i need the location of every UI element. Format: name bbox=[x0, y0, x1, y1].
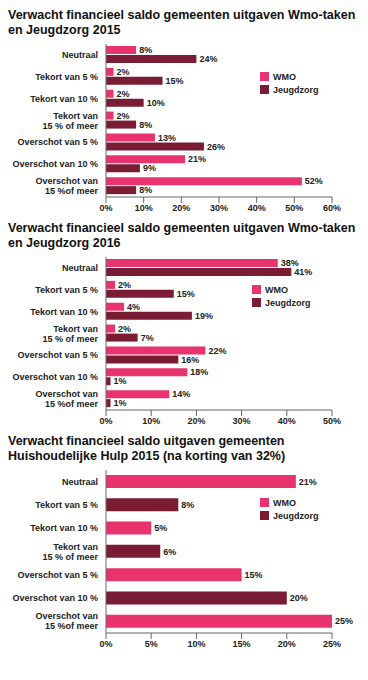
svg-text:Tekort van 5 %: Tekort van 5 % bbox=[35, 285, 98, 295]
svg-text:1%: 1% bbox=[114, 376, 127, 386]
svg-text:40%: 40% bbox=[248, 203, 266, 213]
svg-text:10%: 10% bbox=[147, 98, 165, 108]
svg-text:Overschot van15 %of meer: Overschot van15 %of meer bbox=[35, 389, 98, 409]
svg-text:21%: 21% bbox=[299, 477, 317, 487]
svg-text:5%: 5% bbox=[145, 639, 158, 649]
svg-text:15%: 15% bbox=[233, 639, 251, 649]
svg-text:22%: 22% bbox=[208, 346, 226, 356]
svg-text:18%: 18% bbox=[190, 367, 208, 377]
svg-text:2%: 2% bbox=[117, 67, 130, 77]
svg-text:41%: 41% bbox=[294, 267, 312, 277]
svg-text:Overschot van 5 %: Overschot van 5 % bbox=[17, 570, 98, 580]
html-text:Jeugdzorg: Jeugdzorg bbox=[273, 510, 319, 521]
svg-text:0%: 0% bbox=[99, 416, 112, 426]
svg-text:15%: 15% bbox=[177, 289, 195, 299]
html-text:WMO: WMO bbox=[273, 497, 296, 508]
svg-text:Overschot van 10 %: Overschot van 10 % bbox=[12, 372, 98, 382]
svg-text:20%: 20% bbox=[172, 203, 190, 213]
svg-text:Tekort van15 % of meer: Tekort van15 % of meer bbox=[42, 111, 98, 131]
svg-text:25%: 25% bbox=[323, 639, 341, 649]
svg-text:1%: 1% bbox=[114, 398, 127, 408]
svg-text:0%: 0% bbox=[99, 639, 112, 649]
svg-text:Neutraal: Neutraal bbox=[62, 50, 98, 60]
svg-text:Tekort van15 % of meer: Tekort van15 % of meer bbox=[42, 324, 98, 344]
svg-text:2%: 2% bbox=[118, 324, 131, 334]
svg-text:15%: 15% bbox=[245, 570, 263, 580]
svg-text:2%: 2% bbox=[117, 111, 130, 121]
svg-text:4%: 4% bbox=[127, 302, 140, 312]
svg-text:9%: 9% bbox=[143, 163, 156, 173]
svg-text:Tekort van 10 %: Tekort van 10 % bbox=[30, 94, 98, 104]
svg-text:20%: 20% bbox=[290, 593, 308, 603]
svg-text:6%: 6% bbox=[163, 547, 176, 557]
svg-text:8%: 8% bbox=[139, 45, 152, 55]
svg-text:Tekort van 5 %: Tekort van 5 % bbox=[35, 500, 98, 510]
svg-text:25%: 25% bbox=[335, 616, 353, 626]
svg-text:8%: 8% bbox=[139, 120, 152, 130]
svg-text:15%: 15% bbox=[166, 76, 184, 86]
svg-text:30%: 30% bbox=[210, 203, 228, 213]
svg-text:5%: 5% bbox=[154, 523, 167, 533]
svg-text:10%: 10% bbox=[187, 639, 205, 649]
svg-text:Neutraal: Neutraal bbox=[62, 477, 98, 487]
svg-text:26%: 26% bbox=[207, 142, 225, 152]
svg-text:Tekort van 10 %: Tekort van 10 % bbox=[30, 523, 98, 533]
svg-text:20%: 20% bbox=[278, 639, 296, 649]
svg-text:20%: 20% bbox=[187, 416, 205, 426]
svg-text:10%: 10% bbox=[142, 416, 160, 426]
svg-text:19%: 19% bbox=[195, 311, 213, 321]
svg-text:8%: 8% bbox=[181, 500, 194, 510]
svg-text:Tekort van15 % of meer: Tekort van15 % of meer bbox=[42, 542, 98, 562]
svg-text:Overschot van15 %of meer: Overschot van15 %of meer bbox=[35, 176, 98, 196]
html-text:WMO: WMO bbox=[273, 71, 296, 82]
svg-text:38%: 38% bbox=[280, 258, 299, 269]
svg-text:30%: 30% bbox=[233, 416, 251, 426]
svg-text:24%: 24% bbox=[199, 54, 217, 64]
html-text:Verwacht financieel saldo geme: Verwacht financieel saldo gemeenten uitg… bbox=[8, 8, 356, 37]
svg-text:8%: 8% bbox=[139, 185, 152, 195]
svg-text:Tekort van 10 %: Tekort van 10 % bbox=[30, 307, 98, 317]
svg-text:60%: 60% bbox=[323, 203, 341, 213]
svg-text:Overschot van 10 %: Overschot van 10 % bbox=[12, 593, 98, 603]
svg-text:10%: 10% bbox=[135, 203, 153, 213]
svg-text:Tekort van 5 %: Tekort van 5 % bbox=[35, 72, 98, 82]
svg-text:Overschot van 5 %: Overschot van 5 % bbox=[17, 350, 98, 360]
svg-text:50%: 50% bbox=[285, 203, 303, 213]
svg-text:0%: 0% bbox=[99, 203, 112, 213]
html-text:Verwacht financieel saldo uitg: Verwacht financieel saldo uitgaven gemee… bbox=[8, 434, 286, 463]
html-text:Verwacht financieel saldo geme: Verwacht financieel saldo gemeenten uitg… bbox=[8, 221, 356, 250]
svg-text:13%: 13% bbox=[158, 133, 176, 143]
svg-text:7%: 7% bbox=[141, 333, 154, 343]
html-text:Jeugdzorg: Jeugdzorg bbox=[273, 84, 319, 95]
svg-text:52%: 52% bbox=[305, 176, 323, 186]
html-text:WMO: WMO bbox=[265, 284, 288, 295]
html-text:Jeugdzorg: Jeugdzorg bbox=[265, 297, 311, 308]
svg-text:2%: 2% bbox=[117, 89, 130, 99]
svg-text:Overschot van15 %of meer: Overschot van15 %of meer bbox=[35, 611, 98, 631]
svg-text:40%: 40% bbox=[278, 416, 296, 426]
svg-text:21%: 21% bbox=[188, 154, 206, 164]
svg-text:Overschot van 10 %: Overschot van 10 % bbox=[12, 159, 98, 169]
svg-text:2%: 2% bbox=[118, 280, 131, 290]
svg-text:Overschot van 5 %: Overschot van 5 % bbox=[17, 137, 98, 147]
svg-text:Neutraal: Neutraal bbox=[62, 263, 98, 273]
svg-text:50%: 50% bbox=[323, 416, 341, 426]
svg-text:16%: 16% bbox=[181, 355, 199, 365]
svg-text:14%: 14% bbox=[172, 389, 190, 399]
